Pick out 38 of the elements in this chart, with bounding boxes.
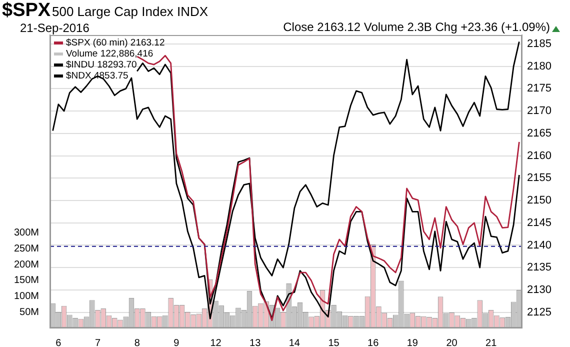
text: 21-Sep-2016 bbox=[20, 21, 90, 35]
y-tick-label: 2130 bbox=[527, 284, 552, 296]
y2-tick-label: 300M bbox=[14, 228, 39, 239]
y2-tick-label: 50M bbox=[20, 306, 39, 318]
legend-label: $SPX (60 min) 2163.12 bbox=[66, 38, 165, 49]
x-tick-label: 6 bbox=[56, 338, 62, 347]
y-tick-label: 2125 bbox=[527, 306, 552, 318]
y-tick-label: 2155 bbox=[527, 172, 552, 184]
chart-subtitle: 500 Large Cap Index INDX bbox=[52, 4, 208, 19]
y-tick-label: 2150 bbox=[527, 194, 552, 207]
x-tick-label: 15 bbox=[328, 338, 340, 347]
y2-tick-label: 150M bbox=[14, 275, 39, 286]
y-tick-label: 2170 bbox=[527, 105, 552, 118]
y-tick-label: 2160 bbox=[527, 150, 552, 162]
x-tick-label: 8 bbox=[134, 338, 140, 347]
x-tick-label: 19 bbox=[406, 338, 418, 347]
y-tick-label: 2185 bbox=[527, 38, 552, 50]
y-tick-label: 2165 bbox=[527, 127, 552, 140]
y-tick-label: 2135 bbox=[527, 262, 552, 274]
y-tick-label: 2175 bbox=[527, 82, 552, 95]
y2-tick-label: 200M bbox=[14, 259, 39, 270]
x-tick-label: 16 bbox=[368, 338, 380, 347]
y2-tick-label: 250M bbox=[14, 244, 39, 255]
x-tick-label: 14 bbox=[288, 338, 300, 347]
legend-label: $INDU 18293.70 bbox=[66, 60, 137, 71]
x-tick-label: 21 bbox=[486, 338, 498, 347]
y-tick-label: 2145 bbox=[527, 216, 552, 229]
chart-title: $SPX bbox=[2, 0, 51, 22]
legend-label: Volume 122,886,416 bbox=[66, 48, 154, 60]
x-tick-label: 9 bbox=[174, 338, 180, 347]
y-tick-label: 2180 bbox=[527, 60, 552, 72]
text: Close 2163.12 Volume 2.3B Chg +23.36 (+1.09%) bbox=[283, 20, 550, 34]
x-tick-label: 12 bbox=[210, 338, 222, 347]
x-tick-label: 13 bbox=[250, 338, 262, 347]
x-tick-label: 7 bbox=[94, 338, 101, 347]
y2-tick-label: 100M bbox=[14, 291, 39, 302]
y-tick-label: 2140 bbox=[527, 239, 552, 252]
x-tick-label: 20 bbox=[446, 338, 458, 347]
